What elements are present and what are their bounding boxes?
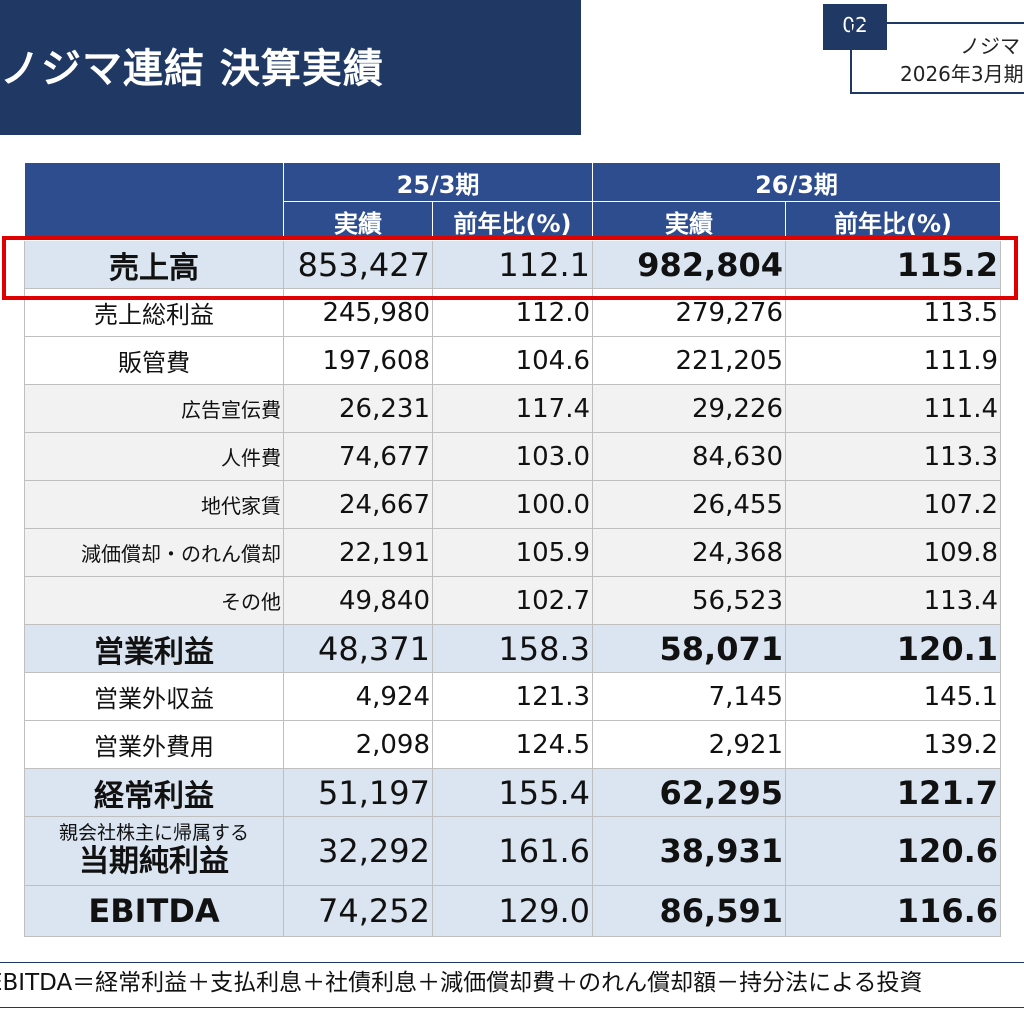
value-25: 197,608 xyxy=(283,336,433,385)
yoy-26: 120.1 xyxy=(785,624,1001,673)
yoy-26: 107.2 xyxy=(785,480,1001,529)
period-header-row: 25/3期 26/3期 xyxy=(24,162,1001,241)
value-25: 853,427 xyxy=(283,240,433,289)
period-header-25: 25/3期 xyxy=(283,162,593,202)
value-25: 24,667 xyxy=(283,480,433,529)
yoy-26: 111.4 xyxy=(785,384,1001,433)
table-row-sales: 売上高 853,427 112.1 982,804 115.2 xyxy=(24,240,1001,289)
table-row-personnel: 人件費 74,677 103.0 84,630 113.3 xyxy=(24,432,1001,481)
row-label: 営業外費用 xyxy=(24,720,284,769)
value-26: 982,804 xyxy=(592,240,786,289)
yoy-26: 113.4 xyxy=(785,576,1001,625)
yoy-25: 112.1 xyxy=(432,240,593,289)
row-label: 広告宣伝費 xyxy=(24,384,284,433)
table-row-sga: 販管費 197,608 104.6 221,205 111.9 xyxy=(24,336,1001,385)
value-26: 84,630 xyxy=(592,432,786,481)
table-row-non-operating-income: 営業外収益 4,924 121.3 7,145 145.1 xyxy=(24,672,1001,721)
value-26: 2,921 xyxy=(592,720,786,769)
yoy-25: 129.0 xyxy=(432,885,593,937)
subheader-yoy-26: 前年比(%) xyxy=(785,201,1001,241)
table-row-ordinary-income: 経常利益 51,197 155.4 62,295 121.7 xyxy=(24,768,1001,817)
value-25: 22,191 xyxy=(283,528,433,577)
value-25: 74,677 xyxy=(283,432,433,481)
yoy-25: 121.3 xyxy=(432,672,593,721)
yoy-25: 102.7 xyxy=(432,576,593,625)
table-row-depreciation: 減価償却・のれん償却 22,191 105.9 24,368 109.8 xyxy=(24,528,1001,577)
fiscal-period-label: 2026年3月期 xyxy=(900,62,1024,86)
row-label-prefix: 親会社株主に帰属する xyxy=(58,822,249,844)
yoy-25: 100.0 xyxy=(432,480,593,529)
yoy-25: 155.4 xyxy=(432,768,593,817)
value-25: 26,231 xyxy=(283,384,433,433)
yoy-25: 124.5 xyxy=(432,720,593,769)
value-26: 29,226 xyxy=(592,384,786,433)
subheader-actual-25: 実績 xyxy=(283,201,433,241)
row-label: 人件費 xyxy=(24,432,284,481)
value-26: 26,455 xyxy=(592,480,786,529)
table-row-advertising: 広告宣伝費 26,231 117.4 29,226 111.4 xyxy=(24,384,1001,433)
yoy-25: 161.6 xyxy=(432,816,593,886)
yoy-26: 121.7 xyxy=(785,768,1001,817)
row-label: その他 xyxy=(24,576,284,625)
value-25: 32,292 xyxy=(283,816,433,886)
yoy-25: 117.4 xyxy=(432,384,593,433)
value-25: 2,098 xyxy=(283,720,433,769)
value-26: 7,145 xyxy=(592,672,786,721)
row-label: 地代家賃 xyxy=(24,480,284,529)
yoy-26: 113.3 xyxy=(785,432,1001,481)
row-label: 減価償却・のれん償却 xyxy=(24,528,284,577)
subheader-actual-26: 実績 xyxy=(592,201,786,241)
yoy-26: 111.9 xyxy=(785,336,1001,385)
period-header-26: 26/3期 xyxy=(592,162,1001,202)
company-label-box xyxy=(850,22,1024,94)
value-26: 86,591 xyxy=(592,885,786,937)
yoy-26: 116.6 xyxy=(785,885,1001,937)
value-26: 56,523 xyxy=(592,576,786,625)
value-26: 62,295 xyxy=(592,768,786,817)
sales-highlight-box xyxy=(2,236,1018,300)
row-label-main: 当期純利益 xyxy=(79,844,229,879)
subheader-yoy-25: 前年比(%) xyxy=(432,201,593,241)
row-label: 親会社株主に帰属する 当期純利益 xyxy=(24,816,284,886)
value-25: 48,371 xyxy=(283,624,433,673)
table-row-rent: 地代家賃 24,667 100.0 26,455 107.2 xyxy=(24,480,1001,529)
yoy-26: 115.2 xyxy=(785,240,1001,289)
value-25: 74,252 xyxy=(283,885,433,937)
row-label: EBITDA xyxy=(24,885,284,937)
yoy-25: 104.6 xyxy=(432,336,593,385)
yoy-25: 158.3 xyxy=(432,624,593,673)
yoy-26: 145.1 xyxy=(785,672,1001,721)
page-number: 02 xyxy=(823,4,887,50)
row-label: 売上高 xyxy=(24,240,284,289)
value-25: 4,924 xyxy=(283,672,433,721)
yoy-25: 105.9 xyxy=(432,528,593,577)
yoy-26: 139.2 xyxy=(785,720,1001,769)
value-25: 49,840 xyxy=(283,576,433,625)
yoy-26: 120.6 xyxy=(785,816,1001,886)
page-title: ノジマ連結 決算実績 xyxy=(0,46,384,92)
row-label: 営業外収益 xyxy=(24,672,284,721)
value-26: 58,071 xyxy=(592,624,786,673)
value-26: 221,205 xyxy=(592,336,786,385)
yoy-26: 109.8 xyxy=(785,528,1001,577)
results-table: 25/3期 26/3期 実績 前年比(%) 実績 前年比(%) 売上高 853,… xyxy=(24,162,1001,937)
table-row-ebitda: EBITDA 74,252 129.0 86,591 116.6 xyxy=(24,885,1001,937)
row-label: 販管費 xyxy=(24,336,284,385)
company-name: ノジマ xyxy=(960,34,1020,58)
yoy-25: 103.0 xyxy=(432,432,593,481)
row-label: 営業利益 xyxy=(24,624,284,673)
table-row-operating-income: 営業利益 48,371 158.3 58,071 120.1 xyxy=(24,624,1001,673)
value-25: 51,197 xyxy=(283,768,433,817)
value-26: 24,368 xyxy=(592,528,786,577)
row-label: 経常利益 xyxy=(24,768,284,817)
value-26: 38,931 xyxy=(592,816,786,886)
table-row-non-operating-expenses: 営業外費用 2,098 124.5 2,921 139.2 xyxy=(24,720,1001,769)
table-row-other: その他 49,840 102.7 56,523 113.4 xyxy=(24,576,1001,625)
corner-header-cell xyxy=(24,162,284,241)
title-bar: ノジマ連結 決算実績 xyxy=(0,0,581,135)
table-row-net-income: 親会社株主に帰属する 当期純利益 32,292 161.6 38,931 120… xyxy=(24,816,1001,886)
ebitda-footnote: EBITDA＝経常利益＋支払利息＋社債利息＋減価償却費＋のれん償却額－持分法によ… xyxy=(0,962,1024,1008)
